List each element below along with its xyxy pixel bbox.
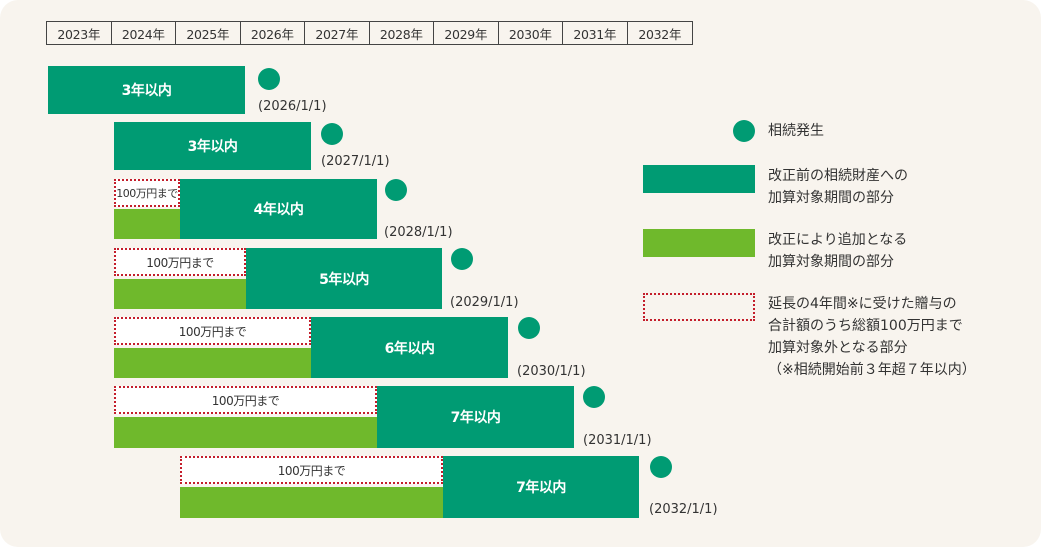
legend-swatch: [643, 293, 755, 321]
inheritance-dot-icon: [451, 248, 473, 270]
inheritance-date: (2032/1/1): [649, 502, 718, 517]
legend-label: 相続発生: [768, 123, 824, 139]
excluded-100man-box: 100万円まで: [180, 456, 443, 484]
year-cell: 2031年: [563, 22, 628, 44]
legend-label: 延長の4年間※に受けた贈与の: [768, 296, 957, 312]
legend-label: （※相続開始前３年超７年以内）: [768, 362, 976, 378]
inheritance-dot-icon: [258, 68, 280, 90]
pre-reform-period-bar: 7年以内: [377, 386, 574, 448]
year-cell: 2027年: [305, 22, 370, 44]
legend-label: 改正前の相続財産への: [768, 168, 908, 184]
excluded-100man-box: 100万円まで: [114, 386, 377, 414]
inheritance-dot-icon: [583, 386, 605, 408]
legend-label: 加算対象期間の部分: [768, 190, 894, 206]
year-cell: 2032年: [638, 26, 682, 42]
inheritance-date: (2026/1/1): [258, 99, 327, 114]
pre-reform-period-bar: 4年以内: [180, 179, 377, 239]
added-period-bar: [180, 487, 443, 518]
year-cell: 2024年: [112, 22, 176, 44]
year-cell: 2029年: [434, 22, 499, 44]
year-cell: 2023年: [47, 22, 112, 44]
inheritance-dot-icon: [518, 317, 540, 339]
legend-label: 加算対象外となる部分: [768, 340, 908, 356]
legend-label: 合計額のうち総額100万円まで: [768, 318, 963, 334]
inheritance-date: (2031/1/1): [583, 433, 652, 448]
excluded-100man-box: 100万円まで: [114, 248, 246, 276]
legend-label: 改正により追加となる: [768, 232, 908, 248]
excluded-100man-box: 100万円まで: [114, 317, 311, 345]
legend-swatch: [643, 165, 755, 193]
pre-reform-period-bar: 6年以内: [311, 317, 508, 378]
year-cell: 2028年: [370, 22, 434, 44]
inheritance-date: (2028/1/1): [384, 225, 453, 240]
year-cell: 2030年: [499, 22, 563, 44]
legend-dot-icon: [733, 120, 755, 142]
year-header: 2023年 2024年 2025年 2026年 2027年 2028年 2029…: [46, 21, 693, 45]
inheritance-dot-icon: [321, 123, 343, 145]
inheritance-date: (2030/1/1): [517, 364, 586, 379]
pre-reform-period-bar: 3年以内: [114, 122, 311, 170]
pre-reform-period-bar: 5年以内: [246, 248, 442, 309]
legend-swatch: [643, 229, 755, 257]
added-period-bar: [114, 279, 246, 309]
added-period-bar: [114, 417, 377, 448]
legend-label: 加算対象期間の部分: [768, 254, 894, 270]
year-cell: 2025年: [176, 22, 241, 44]
added-period-bar: [114, 348, 311, 378]
inheritance-dot-icon: [650, 456, 672, 478]
added-period-bar: [114, 209, 180, 239]
inheritance-dot-icon: [385, 179, 407, 201]
pre-reform-period-bar: 7年以内: [443, 456, 639, 518]
excluded-100man-box: 100万円まで: [114, 179, 180, 207]
inheritance-date: (2029/1/1): [450, 295, 519, 310]
inheritance-date: (2027/1/1): [321, 154, 390, 169]
pre-reform-period-bar: 3年以内: [48, 66, 245, 114]
year-cell: 2026年: [241, 22, 305, 44]
